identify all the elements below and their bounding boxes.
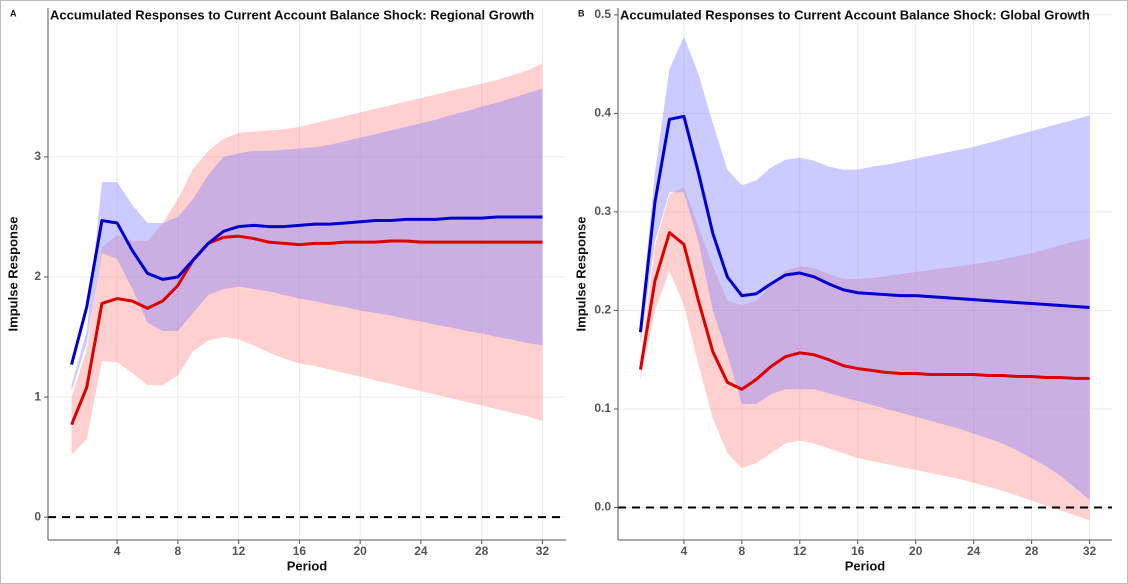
x-tick-label: 20 xyxy=(909,544,923,558)
x-tick-label: 12 xyxy=(793,544,807,558)
x-tick-label: 28 xyxy=(1025,544,1039,558)
y-tick-label: 1 xyxy=(34,389,41,403)
x-tick-label: 4 xyxy=(114,544,121,558)
line xyxy=(70,215,543,366)
y-tick-label: 0.5 xyxy=(594,7,611,21)
y-tick-label: 3 xyxy=(34,149,41,163)
y-tick-label: 0.3 xyxy=(594,204,611,218)
panel-label: A xyxy=(10,8,17,18)
line xyxy=(70,234,543,426)
x-tick-label: 4 xyxy=(681,544,688,558)
y-axis-title: Impulse Response xyxy=(5,217,20,332)
line xyxy=(638,231,1090,391)
y-tick-label: 0.0 xyxy=(594,500,611,514)
x-tick-label: 16 xyxy=(851,544,865,558)
x-tick-label: 8 xyxy=(739,544,746,558)
y-tick-label: 0.4 xyxy=(594,106,611,120)
y-tick-label: 0.2 xyxy=(594,303,611,317)
y-axis-title: Impulse Response xyxy=(573,217,588,332)
y-tick-label: 0.1 xyxy=(594,401,611,415)
x-tick-label: 8 xyxy=(175,544,182,558)
chart-title: Accumulated Responses to Current Account… xyxy=(620,7,1090,22)
x-tick-label: 28 xyxy=(475,544,489,558)
x-tick-label: 32 xyxy=(1083,544,1097,558)
confidence-band xyxy=(71,88,543,392)
x-axis-title: Period xyxy=(287,558,328,573)
chart-title: Accumulated Responses to Current Account… xyxy=(50,7,534,22)
y-tick-label: 0 xyxy=(34,509,41,523)
x-tick-label: 20 xyxy=(353,544,367,558)
x-tick-label: 16 xyxy=(293,544,307,558)
x-tick-label: 12 xyxy=(232,544,246,558)
x-tick-label: 24 xyxy=(967,544,981,558)
x-tick-label: 24 xyxy=(414,544,428,558)
confidence-band xyxy=(71,63,543,455)
confidence-band xyxy=(640,36,1090,500)
confidence-band xyxy=(640,187,1090,521)
y-tick-label: 2 xyxy=(34,269,41,283)
x-tick-label: 32 xyxy=(536,544,550,558)
panel-label: B xyxy=(578,8,585,18)
x-axis-title: Period xyxy=(845,558,886,573)
line xyxy=(638,114,1090,333)
